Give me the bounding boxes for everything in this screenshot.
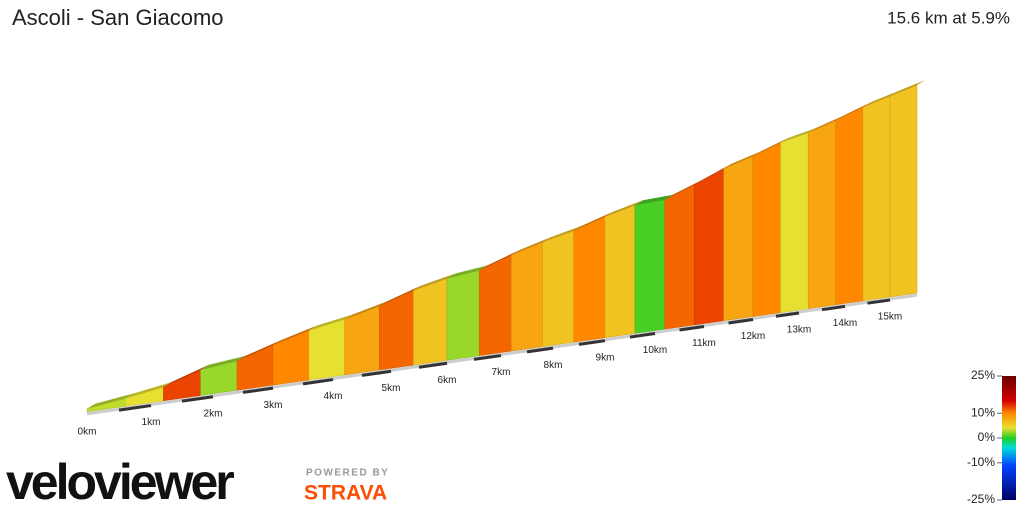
km-band [418,361,448,369]
segment-top [780,127,817,143]
x-tick-label: 7km [492,367,511,378]
segment-top [413,273,455,291]
segment-front [511,241,543,352]
segment-front [693,168,724,326]
segment-top [573,211,613,231]
segment-top [237,340,281,362]
segment-front [664,184,695,330]
km-band [821,304,846,312]
x-tick-label: 9km [596,352,615,363]
segment-front [807,120,837,309]
segment-front [634,199,666,334]
x-tick-label: 1km [142,417,161,428]
segment-top [635,194,673,206]
segment-top [87,393,134,409]
segment-top [542,225,582,243]
x-tick-label: 12km [741,331,765,342]
segment-front [862,95,891,302]
segment-top [753,137,789,157]
km-band [775,311,800,318]
km-band [526,346,554,354]
segment-top [479,250,520,271]
scale-tick-label: 10% [971,405,995,419]
segment-front [723,155,754,322]
scale-tick-label: 0% [978,430,996,444]
profile [86,80,925,416]
scale-tick-label: -25% [967,492,995,506]
km-band [181,395,214,403]
km-band [242,386,274,394]
logo: veloviewer [6,454,234,510]
km-band [629,332,656,339]
segment-top [664,179,703,200]
x-tick-label: 11km [692,338,716,349]
segment-top [379,285,422,307]
segment-top [694,163,732,185]
x-tick-label: 8km [544,360,563,371]
segment-front [446,270,480,361]
x-tick-label: 3km [264,400,283,411]
segment-top [125,382,172,399]
x-tick-label: 0km [78,426,97,437]
segment-top [344,301,388,320]
scale-tick-label: 25% [971,368,995,382]
segment-front [542,230,575,347]
km-band [361,369,392,377]
segment-top [273,325,317,346]
segment-top [605,200,643,217]
x-tick-label: 10km [643,345,667,356]
segment-top [723,151,761,169]
color-scale-bar [1002,376,1016,500]
km-band [578,339,606,346]
segment-top [309,314,353,331]
km-band [473,354,502,361]
segment-top [163,364,209,388]
segment-top [808,115,844,133]
x-tick-label: 13km [787,325,811,336]
km-band [728,318,754,325]
segment-front [573,216,606,343]
x-tick-label: 2km [204,408,223,419]
segment-top [835,102,871,121]
km-band [867,298,891,305]
scale-tick-label: -10% [967,455,995,469]
segment-front [413,278,448,366]
x-tick-label: 14km [833,318,857,329]
segment-front [163,369,201,402]
segment-front [479,254,512,356]
x-tick-label: 6km [438,375,457,386]
segment-top [890,80,925,97]
powered-by: POWERED BY [306,468,389,479]
segment-top [200,356,245,370]
strava: STRAVA [304,482,387,505]
km-band [302,378,334,386]
km-band [118,404,152,412]
segment-front [752,142,781,317]
segment-front [835,106,864,305]
segment-top [511,237,551,256]
x-tick-label: 15km [878,312,902,323]
x-tick-label: 5km [382,383,401,394]
segment-front [889,84,918,298]
x-tick-label: 4km [324,391,343,402]
km-band [679,325,705,332]
summary: 15.6 km at 5.9% [887,8,1010,27]
segment-front [780,132,809,313]
segment-top [863,91,898,108]
segment-top [447,265,488,279]
segment-front [272,330,310,386]
title: Ascoli - San Giacomo [12,5,224,30]
segment-front [604,204,636,338]
